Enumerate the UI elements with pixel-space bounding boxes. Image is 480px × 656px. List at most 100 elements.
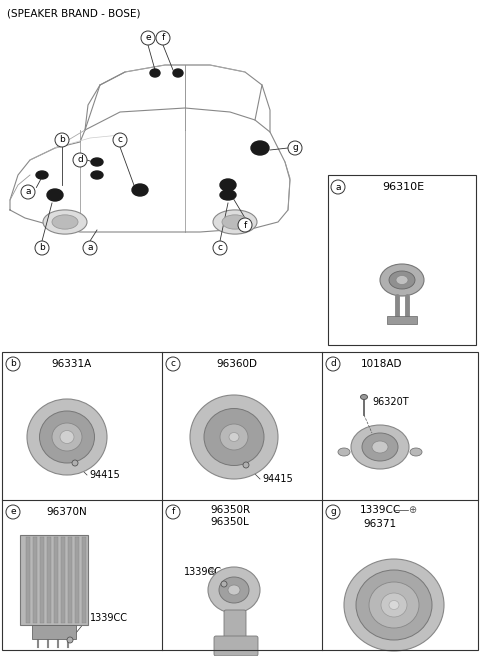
Ellipse shape [60, 430, 74, 443]
Text: a: a [335, 182, 341, 192]
Circle shape [166, 357, 180, 371]
Ellipse shape [338, 448, 350, 456]
Ellipse shape [362, 433, 398, 461]
Ellipse shape [356, 570, 432, 640]
Ellipse shape [52, 215, 78, 229]
Text: b: b [10, 359, 16, 369]
Text: 96320T: 96320T [372, 397, 408, 407]
Bar [20, 535, 88, 625]
Ellipse shape [91, 158, 103, 166]
Bar [387, 316, 417, 324]
Text: 96370N: 96370N [47, 507, 87, 517]
Text: f: f [161, 33, 165, 43]
Ellipse shape [27, 399, 107, 475]
Text: d: d [330, 359, 336, 369]
Ellipse shape [204, 409, 264, 466]
Circle shape [21, 185, 35, 199]
Text: 96360D: 96360D [216, 359, 257, 369]
Ellipse shape [220, 424, 248, 450]
Circle shape [113, 133, 127, 147]
Text: d: d [77, 155, 83, 165]
Circle shape [166, 505, 180, 519]
Ellipse shape [132, 184, 148, 196]
Text: e: e [145, 33, 151, 43]
Ellipse shape [52, 423, 82, 451]
Text: c: c [217, 243, 223, 253]
Ellipse shape [220, 190, 236, 200]
Circle shape [55, 133, 69, 147]
Bar [82, 537, 86, 623]
Circle shape [83, 241, 97, 255]
Ellipse shape [243, 462, 249, 468]
Text: (SPEAKER BRAND - BOSE): (SPEAKER BRAND - BOSE) [7, 8, 141, 18]
Text: 94415: 94415 [89, 470, 120, 480]
Text: 96310E: 96310E [382, 182, 424, 192]
Ellipse shape [47, 189, 63, 201]
Ellipse shape [389, 600, 399, 609]
Text: ⊕: ⊕ [408, 505, 416, 515]
Circle shape [213, 241, 227, 255]
Ellipse shape [208, 567, 260, 613]
Ellipse shape [389, 271, 415, 289]
Ellipse shape [369, 582, 419, 628]
Text: g: g [330, 508, 336, 516]
Bar [328, 175, 476, 345]
Ellipse shape [360, 394, 368, 400]
Text: c: c [170, 359, 176, 369]
Text: 96350R: 96350R [210, 505, 250, 515]
Text: 96350L: 96350L [211, 517, 250, 527]
Circle shape [331, 180, 345, 194]
Bar [33, 537, 37, 623]
Text: 1018AD: 1018AD [361, 359, 403, 369]
Bar [61, 537, 65, 623]
Ellipse shape [251, 141, 269, 155]
Text: 96331A: 96331A [52, 359, 92, 369]
Circle shape [35, 241, 49, 255]
Text: 94415: 94415 [262, 474, 293, 484]
Bar [68, 537, 72, 623]
Circle shape [73, 153, 87, 167]
Text: 1339CC: 1339CC [90, 613, 128, 623]
Bar [40, 537, 44, 623]
Ellipse shape [190, 395, 278, 479]
Circle shape [6, 357, 20, 371]
Circle shape [6, 505, 20, 519]
Ellipse shape [221, 581, 227, 587]
Ellipse shape [344, 559, 444, 651]
Ellipse shape [381, 593, 407, 617]
Text: b: b [39, 243, 45, 253]
Circle shape [156, 31, 170, 45]
Ellipse shape [396, 276, 408, 285]
Ellipse shape [372, 441, 388, 453]
Text: f: f [171, 508, 175, 516]
Ellipse shape [213, 210, 257, 234]
Circle shape [326, 357, 340, 371]
Ellipse shape [229, 432, 239, 441]
Text: a: a [25, 188, 31, 197]
Ellipse shape [91, 171, 103, 179]
Circle shape [288, 141, 302, 155]
Ellipse shape [380, 264, 424, 296]
Ellipse shape [150, 69, 160, 77]
Ellipse shape [43, 210, 87, 234]
Bar [75, 537, 79, 623]
Text: a: a [87, 243, 93, 253]
Bar [47, 537, 51, 623]
Circle shape [326, 505, 340, 519]
Ellipse shape [228, 585, 240, 595]
Text: e: e [10, 508, 16, 516]
Ellipse shape [67, 637, 73, 643]
Ellipse shape [410, 448, 422, 456]
FancyBboxPatch shape [224, 610, 246, 644]
Ellipse shape [39, 411, 95, 463]
Ellipse shape [36, 171, 48, 179]
Text: 1339CC: 1339CC [360, 505, 401, 515]
Text: 96371: 96371 [363, 519, 396, 529]
Ellipse shape [351, 425, 409, 469]
FancyBboxPatch shape [214, 636, 258, 656]
Ellipse shape [220, 179, 236, 191]
Text: b: b [59, 136, 65, 144]
Bar [32, 625, 76, 639]
Circle shape [238, 218, 252, 232]
Ellipse shape [173, 69, 183, 77]
